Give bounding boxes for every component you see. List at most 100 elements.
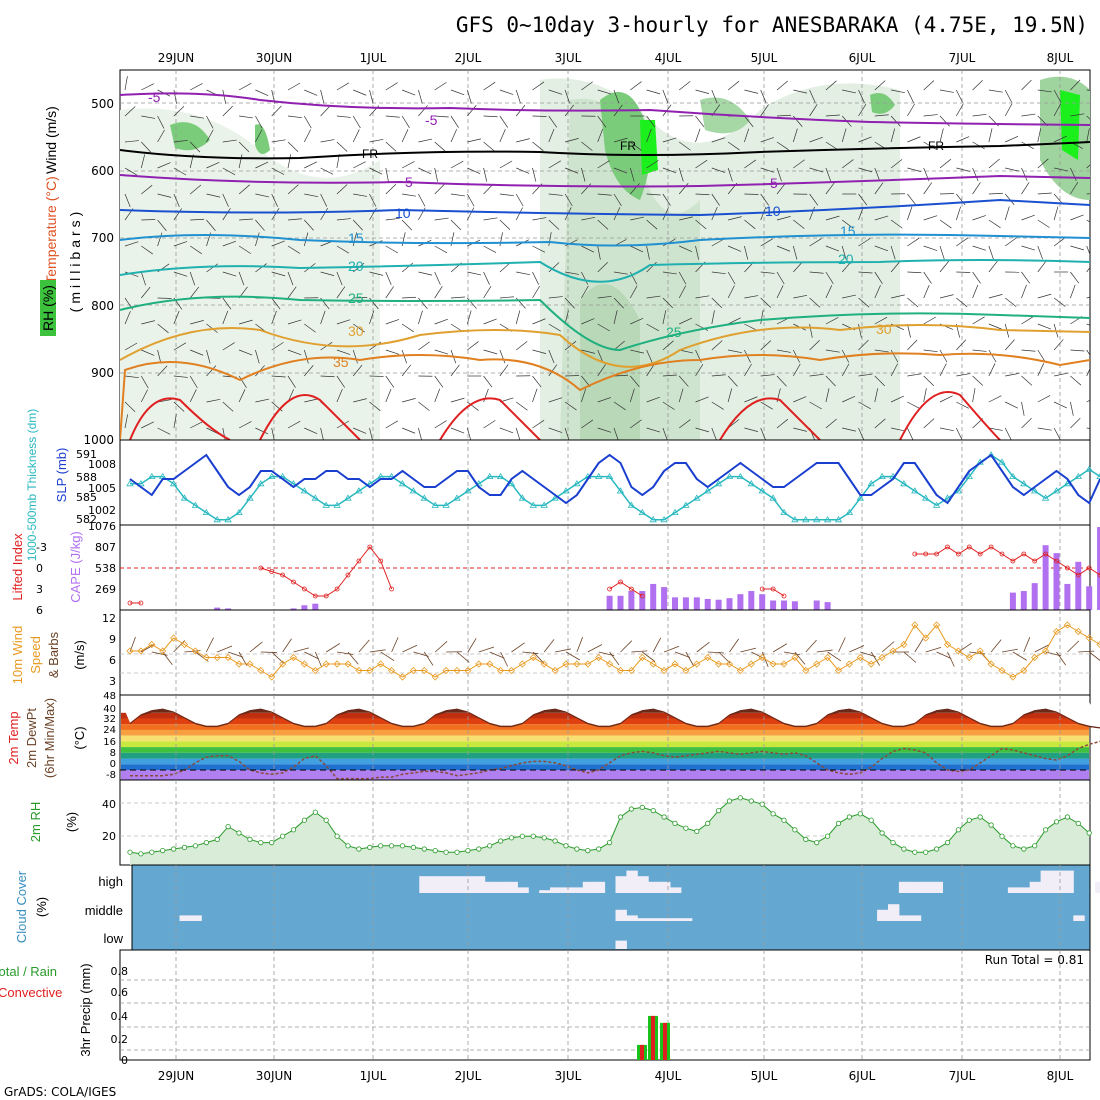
wind-barb (304, 161, 318, 169)
wind-barb (173, 193, 180, 208)
wind-barb (988, 294, 1003, 299)
wind-barb (842, 89, 856, 94)
wind-marker (976, 647, 984, 655)
li-marker (1021, 551, 1027, 557)
wind-marker (682, 666, 690, 675)
wind-barb (1053, 237, 1066, 247)
wind-barb (157, 323, 169, 334)
date-label-bottom: 5JUL (751, 1069, 778, 1083)
wind-barb (809, 206, 815, 221)
rh-marker (290, 827, 297, 833)
wind-barb (776, 114, 791, 117)
wind-barb (597, 295, 612, 299)
wind-barb (678, 183, 689, 195)
temperature-band (121, 729, 1089, 736)
wind-barb (890, 219, 903, 229)
wind-barb (727, 245, 742, 252)
li-marker (988, 544, 994, 550)
temperature-label: Temperature (°C) (43, 176, 59, 284)
wind-barb (434, 388, 441, 403)
cloud-block (550, 887, 562, 893)
wind-barb (581, 388, 587, 403)
wind-barb (1021, 79, 1032, 91)
wind-barb (923, 114, 938, 117)
wind-barb (646, 261, 657, 273)
wind-barb (287, 154, 292, 169)
wind-barb (744, 363, 752, 377)
wind-barb (564, 427, 570, 440)
wind-ytick: 12 (102, 612, 116, 625)
wind-barb (793, 219, 805, 229)
wind-barb (1070, 417, 1081, 429)
wind10m-barb (729, 638, 740, 653)
wind-barb (1037, 427, 1052, 431)
wind-barb (141, 421, 155, 429)
wind-barb (891, 427, 905, 432)
wind-barb (434, 318, 448, 325)
isotherm-label: 10 (395, 205, 411, 221)
rh-marker (269, 839, 275, 846)
li-marker (323, 593, 329, 599)
cape-bar (748, 591, 755, 610)
wind-barb (124, 310, 131, 325)
wind-barb (401, 427, 416, 434)
wind-barb (1037, 245, 1043, 260)
rh-marker (879, 830, 885, 836)
wind-barb (1021, 316, 1034, 325)
cloud-block (920, 881, 933, 893)
temp-ytick: 16 (103, 737, 116, 748)
wind-barb (874, 182, 884, 195)
wind-barb (858, 271, 873, 274)
wind-barb (336, 420, 350, 429)
li-marker (759, 586, 765, 592)
wind-barb (1086, 193, 1090, 195)
wind-marker (333, 660, 341, 668)
thickness-marker (562, 487, 570, 494)
wind-barb (923, 182, 933, 195)
wind-barb (157, 193, 172, 198)
wind-barb (466, 310, 472, 325)
wind-barb (173, 106, 185, 117)
wind-barb (760, 137, 775, 143)
wind10m-barb (903, 651, 917, 663)
wind-marker (191, 647, 199, 655)
wind-barb (548, 128, 555, 143)
isotherm-label: 15 (348, 230, 364, 246)
wind-barb (760, 297, 772, 308)
wind10m-barb (1067, 640, 1080, 653)
wind-barb (744, 219, 756, 230)
rh-shading (120, 76, 1090, 440)
wind-barb (923, 418, 935, 429)
cloud-block (626, 870, 638, 893)
wind-barb (401, 89, 416, 96)
wind-barb (418, 341, 430, 351)
wind-barb (939, 427, 954, 432)
wind-barb (173, 414, 177, 429)
wind-barb (532, 217, 547, 221)
wind-barb (466, 193, 475, 207)
wind-barb (760, 427, 766, 440)
wind-barb (173, 310, 180, 325)
wind-marker (279, 660, 287, 668)
wind-barb (173, 89, 177, 104)
wind-barb (336, 319, 351, 325)
slp-ytick: 1008 (88, 458, 116, 471)
wind-marker (824, 653, 832, 662)
li-marker (367, 544, 373, 550)
wind-marker (889, 647, 897, 655)
wind-barb (1037, 349, 1046, 363)
rh-marker (334, 833, 340, 839)
wind-barb (1037, 158, 1049, 169)
thickness-marker (791, 516, 799, 523)
wind-barb (206, 263, 219, 273)
wind10m-barb (325, 643, 340, 653)
li-marker (639, 593, 645, 599)
wind-barb (499, 193, 514, 197)
wind10m-barb (489, 651, 505, 659)
cape-ytick: 807 (95, 541, 116, 554)
wind-barb (1053, 135, 1067, 143)
wind-barb (532, 141, 544, 152)
wind-barb (434, 375, 444, 388)
thickness-marker (148, 472, 156, 479)
wind-barb (336, 271, 343, 286)
